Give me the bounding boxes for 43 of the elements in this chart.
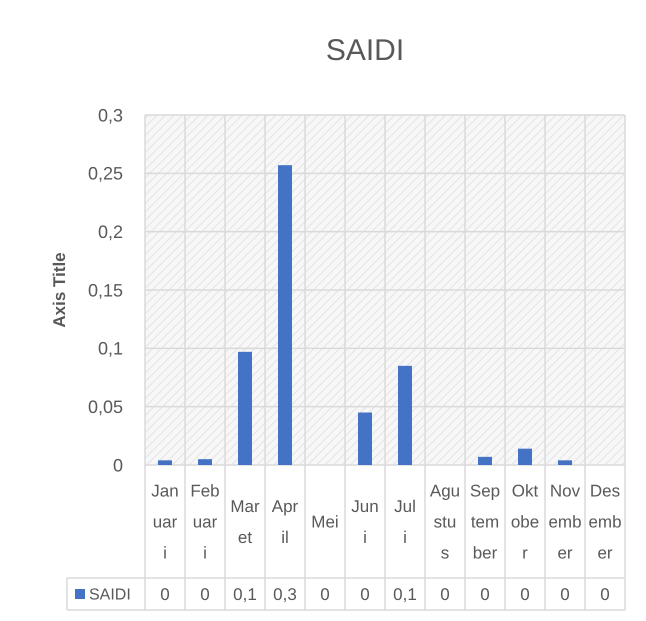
y-tick-label: 0,1 [98,338,123,359]
data-label: 0 [520,584,530,604]
x-tick-label: Januari [151,481,179,562]
y-tick-label: 0,2 [98,222,123,242]
chart-title: SAIDI [326,34,404,67]
data-label: 0,1 [233,584,257,604]
x-tick-label: Maret [230,496,260,547]
x-tick-label: November [548,481,582,562]
data-label: 0 [320,584,330,604]
x-tick-label: Juli [394,496,416,547]
y-tick-label: 0,05 [88,396,123,417]
data-label: 0 [600,584,610,604]
bar [518,448,532,465]
x-tick-label: Agustus [430,481,460,562]
bar [238,352,252,465]
y-tick-label: 0,3 [98,105,123,126]
data-label: 0 [200,584,210,604]
bar [278,165,292,465]
y-tick-label: 0,15 [88,280,123,300]
data-label: 0 [560,584,570,604]
data-label: 0 [360,584,370,604]
x-tick-label: Juni [351,496,379,547]
bar [358,412,372,465]
x-tick-label: Oktober [510,481,540,562]
data-label: 0 [440,584,450,604]
x-tick-label: September [470,481,500,562]
y-tick-label: 0 [112,455,123,476]
bar [398,366,412,465]
y-tick-label: 0,25 [88,164,123,184]
bar [158,460,172,465]
bar [198,459,212,465]
x-tick-label: Mei [311,512,339,532]
x-tick-label: Desember [588,481,622,562]
data-label: 0,3 [273,584,297,604]
bar [558,460,572,465]
data-label: 0,1 [393,584,417,604]
data-label: 0 [160,584,170,604]
bar [478,456,492,465]
x-tick-label: Febuari [190,481,220,562]
data-label: 0 [480,584,490,604]
y-axis-title: Axis Title [50,252,69,328]
legend-label: SAIDI [89,586,131,604]
x-tick-label: April [272,496,299,547]
